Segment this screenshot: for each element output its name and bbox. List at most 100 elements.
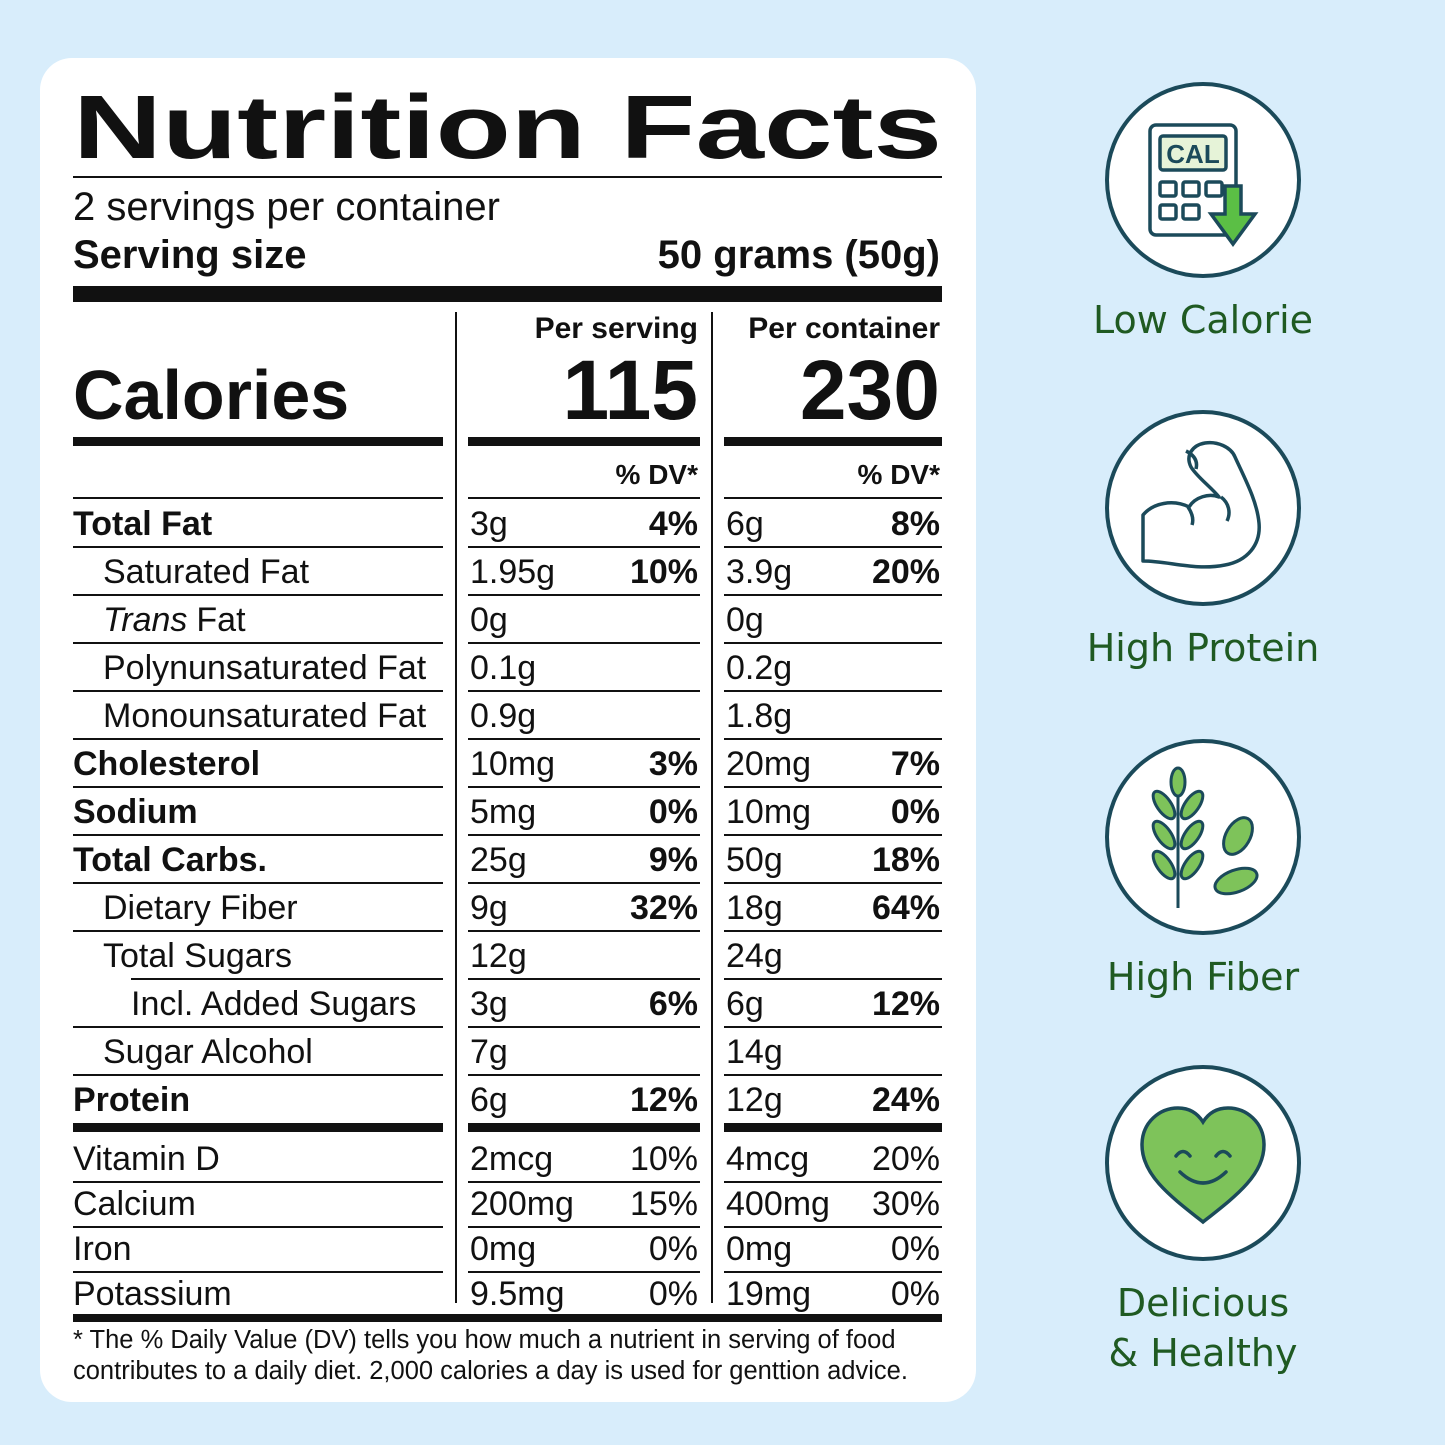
serving-amount: 0.9g <box>470 697 536 735</box>
thick-rule <box>724 437 942 446</box>
nutrient-name: Dietary Fiber <box>103 889 298 927</box>
container-dv: 0% <box>891 1275 940 1313</box>
serving-dv: 3% <box>649 745 698 783</box>
container-amount: 10mg <box>726 793 811 831</box>
serving-dv: 10% <box>630 553 698 591</box>
serving-amount: 6g <box>470 1081 508 1119</box>
serving-amount: 12g <box>470 937 527 975</box>
thick-rule <box>73 437 443 446</box>
nutrient-name: Cholesterol <box>73 745 260 783</box>
nutrient-rows: Total Fat 3g 4% 6g 8% Saturated Fat 1.95g 10% 3.… <box>73 497 942 1313</box>
serving-amount: 3g <box>470 985 508 1023</box>
wheat-icon <box>1151 766 1259 908</box>
serving-dv: 9% <box>649 841 698 879</box>
per-container-header: Per container <box>748 312 940 345</box>
serving-dv: 4% <box>649 505 698 543</box>
badge-label: High Fiber <box>1107 955 1300 999</box>
container-amount: 19mg <box>726 1275 811 1313</box>
thick-rule <box>73 1123 443 1132</box>
serving-dv: 6% <box>649 985 698 1023</box>
container-amount: 3.9g <box>726 553 792 591</box>
label-title: Nutrition Facts <box>73 78 942 178</box>
serving-amount: 9.5mg <box>470 1275 565 1313</box>
serving-amount: 200mg <box>470 1185 574 1223</box>
serving-dv: 12% <box>630 1081 698 1119</box>
container-amount: 1.8g <box>726 697 792 735</box>
vitamin-name: Iron <box>73 1230 132 1268</box>
serving-amount: 3g <box>470 505 508 543</box>
badge-label: Delicious <box>1117 1281 1289 1325</box>
calculator-icon <box>1148 123 1259 247</box>
serving-amount: 9g <box>470 889 508 927</box>
serving-dv: 0% <box>649 793 698 831</box>
container-dv: 20% <box>872 553 940 591</box>
nutrient-name: Total Sugars <box>103 937 292 975</box>
serving-dv: 0% <box>649 1230 698 1268</box>
per-serving-header: Per serving <box>535 312 698 345</box>
nutrient-name: Sugar Alcohol <box>103 1033 313 1071</box>
container-dv: 24% <box>872 1081 940 1119</box>
calculator-label: CAL <box>1166 139 1220 169</box>
serving-amount: 1.95g <box>470 553 555 591</box>
nutrient-name: Protein <box>73 1081 190 1119</box>
serving-amount: 7g <box>470 1033 508 1071</box>
container-dv: 12% <box>872 985 940 1023</box>
container-amount: 24g <box>726 937 783 975</box>
muscle-icon <box>1141 440 1261 569</box>
thick-rule <box>73 286 942 302</box>
container-dv: 30% <box>872 1185 940 1223</box>
serving-dv: 10% <box>630 1140 698 1178</box>
container-amount: 50g <box>726 841 783 879</box>
serving-amount: 0mg <box>470 1230 536 1268</box>
heart-icon <box>1140 1106 1266 1225</box>
vitamin-name: Vitamin D <box>73 1140 220 1178</box>
calories-serving: 115 <box>562 343 698 437</box>
container-amount: 4mcg <box>726 1140 809 1178</box>
thick-rule <box>468 437 700 446</box>
vitamin-name: Calcium <box>73 1185 196 1223</box>
serving-size-value: 50 grams (50g) <box>658 233 940 277</box>
container-amount: 18g <box>726 889 783 927</box>
serving-dv: 0% <box>649 1275 698 1313</box>
dv-header: % DV* <box>858 459 941 490</box>
serving-amount: 0.1g <box>470 649 536 687</box>
container-dv: 20% <box>872 1140 940 1178</box>
container-dv: 18% <box>872 841 940 879</box>
nutrient-name: Monounsaturated Fat <box>103 697 427 735</box>
nutrient-name: Total Carbs. <box>73 841 267 879</box>
badge-label: High Protein <box>1087 626 1320 670</box>
thick-rule <box>73 1314 942 1322</box>
container-amount: 12g <box>726 1081 783 1119</box>
calories-label: Calories <box>73 356 349 434</box>
container-amount: 0.2g <box>726 649 792 687</box>
serving-dv: 15% <box>630 1185 698 1223</box>
badge-label: Low Calorie <box>1093 298 1313 342</box>
nutrient-prefix: Trans <box>103 601 187 639</box>
container-amount: 6g <box>726 985 764 1023</box>
footnote: contributes to a daily diet. 2,000 calor… <box>73 1357 908 1385</box>
container-dv: 8% <box>891 505 940 543</box>
nutrient-name-part: Fat <box>196 601 246 639</box>
servings: 2 servings per container <box>73 185 500 229</box>
nutrient-name: Incl. Added Sugars <box>131 985 416 1023</box>
container-dv: 0% <box>891 793 940 831</box>
badge-label: & Healthy <box>1109 1331 1298 1375</box>
serving-amount: 2mcg <box>470 1140 553 1178</box>
nutrient-name: Trans Fat <box>103 601 246 639</box>
container-dv: 0% <box>891 1230 940 1268</box>
thick-rule <box>724 1123 942 1132</box>
container-dv: 7% <box>891 745 940 783</box>
serving-size-label: Serving size <box>73 233 306 277</box>
badge-labels: Low Calorie High Protein High Fiber Delicio… <box>1087 298 1320 1375</box>
thick-rule <box>468 1123 700 1132</box>
nutrient-name: Saturated Fat <box>103 553 310 591</box>
nutrient-name: Sodium <box>73 793 198 831</box>
dv-header: % DV* <box>616 459 699 490</box>
calories-container: 230 <box>800 343 940 437</box>
container-amount: 20mg <box>726 745 811 783</box>
serving-amount: 10mg <box>470 745 555 783</box>
serving-dv: 32% <box>630 889 698 927</box>
footnote: * The % Daily Value (DV) tells you how m… <box>73 1326 896 1354</box>
serving-amount: 0g <box>470 601 508 639</box>
